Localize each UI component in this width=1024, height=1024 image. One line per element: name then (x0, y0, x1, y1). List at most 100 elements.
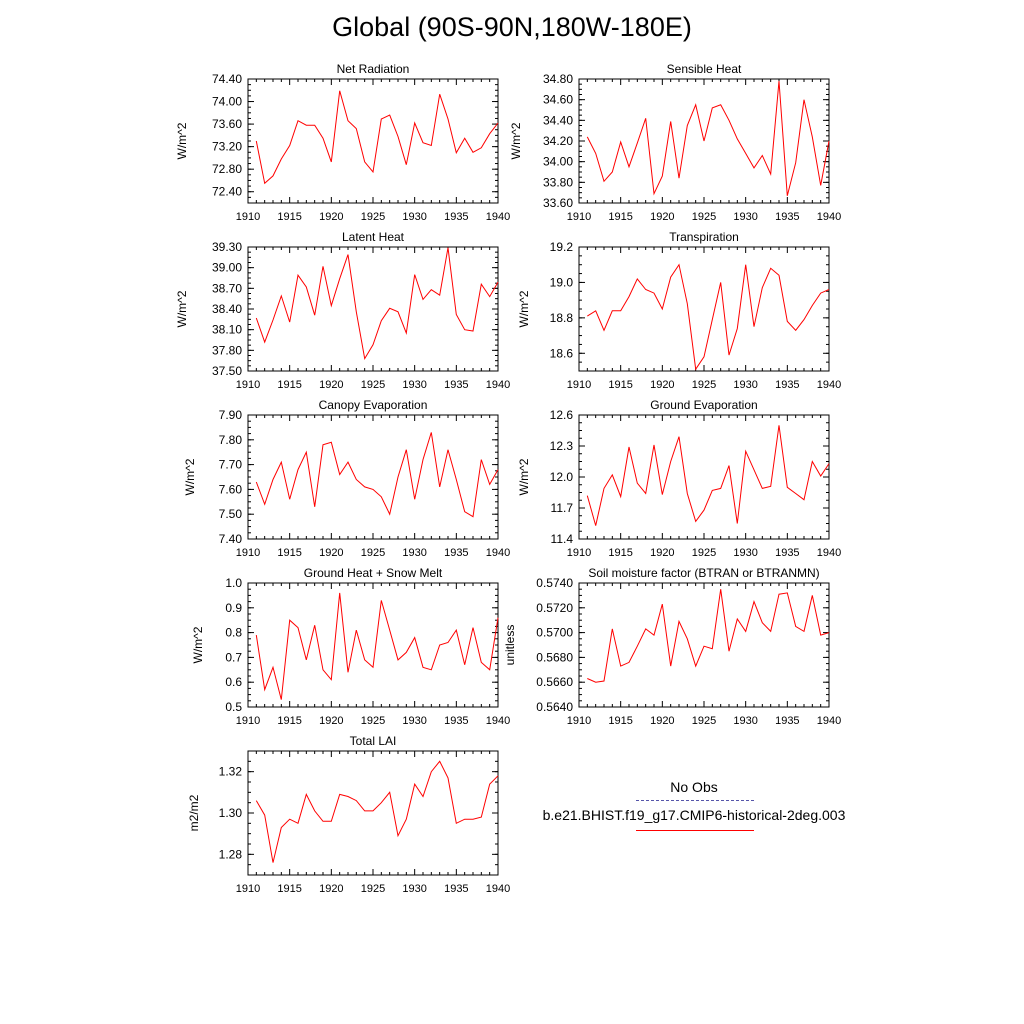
y-tick-label: 0.5660 (536, 675, 573, 689)
legend-obs-line (636, 800, 754, 801)
y-tick-label: 74.00 (212, 95, 242, 109)
plot-frame (247, 750, 499, 876)
y-tick-label: 0.5640 (536, 700, 573, 714)
x-tick-label: 1930 (733, 715, 757, 727)
plot-frame (578, 414, 830, 540)
x-tick-label: 1935 (444, 547, 468, 559)
y-axis-label: W/m^2 (191, 626, 205, 663)
plot-frame (578, 246, 830, 372)
y-tick-label: 1.0 (225, 576, 242, 590)
y-tick-label: 12.6 (550, 408, 574, 422)
x-tick-label: 1910 (236, 211, 260, 223)
y-tick-label: 18.8 (550, 311, 574, 325)
x-tick-label: 1915 (608, 211, 632, 223)
plot-frame (578, 582, 830, 708)
x-tick-label: 1915 (277, 715, 301, 727)
x-tick-label: 1920 (650, 715, 674, 727)
panel-title: Ground Evaporation (650, 398, 757, 412)
y-tick-label: 34.40 (543, 113, 573, 127)
y-tick-label: 11.4 (551, 532, 574, 546)
y-tick-label: 33.60 (543, 196, 573, 210)
x-tick-label: 1910 (236, 547, 260, 559)
y-tick-label: 37.80 (212, 343, 242, 357)
panel-title: Canopy Evaporation (319, 398, 428, 412)
y-axis-label: W/m^2 (517, 458, 531, 495)
series-line (586, 81, 830, 196)
y-tick-label: 38.70 (212, 281, 242, 295)
x-tick-label: 1925 (692, 379, 716, 391)
x-tick-label: 1930 (402, 547, 426, 559)
y-tick-label: 0.5700 (536, 626, 573, 640)
x-tick-label: 1920 (319, 379, 343, 391)
y-tick-label: 12.0 (550, 470, 574, 484)
x-tick-label: 1930 (733, 379, 757, 391)
series-line (255, 760, 499, 863)
y-tick-label: 7.50 (219, 507, 243, 521)
x-tick-label: 1930 (402, 379, 426, 391)
x-tick-label: 1925 (361, 547, 385, 559)
y-tick-label: 1.30 (219, 806, 243, 820)
page-title: Global (90S-90N,180W-180E) (332, 12, 692, 42)
y-axis-label: W/m^2 (175, 122, 189, 159)
y-tick-label: 18.6 (550, 346, 574, 360)
x-tick-label: 1935 (775, 211, 799, 223)
series-line (586, 425, 830, 526)
x-tick-label: 1925 (361, 211, 385, 223)
panel-title: Transpiration (669, 230, 739, 244)
series-line (255, 592, 499, 700)
x-tick-label: 1920 (319, 211, 343, 223)
plot-frame (247, 582, 499, 708)
x-tick-label: 1935 (444, 379, 468, 391)
series-line (255, 90, 499, 185)
y-tick-label: 1.32 (219, 765, 243, 779)
y-tick-label: 19.0 (550, 275, 574, 289)
series-line (255, 432, 499, 518)
x-tick-label: 1935 (444, 715, 468, 727)
panel-title: Latent Heat (342, 230, 405, 244)
panel-title: Ground Heat + Snow Melt (304, 566, 443, 580)
series-line (587, 589, 830, 683)
x-tick-label: 1930 (402, 715, 426, 727)
legend-model-line (636, 830, 754, 831)
legend-obs-label: No Obs (670, 779, 718, 795)
x-tick-label: 1910 (567, 379, 591, 391)
x-tick-label: 1930 (733, 211, 757, 223)
x-tick-label: 1940 (486, 379, 510, 391)
x-tick-label: 1935 (775, 379, 799, 391)
x-tick-label: 1915 (277, 379, 301, 391)
y-tick-label: 38.10 (212, 323, 242, 337)
x-tick-label: 1920 (650, 211, 674, 223)
y-tick-label: 7.60 (219, 482, 243, 496)
x-tick-label: 1915 (277, 883, 301, 895)
x-tick-label: 1925 (692, 211, 716, 223)
x-tick-label: 1915 (277, 211, 301, 223)
x-tick-label: 1925 (361, 715, 385, 727)
x-tick-label: 1935 (775, 715, 799, 727)
y-tick-label: 0.6 (225, 675, 242, 689)
x-tick-label: 1910 (236, 883, 260, 895)
y-tick-label: 39.00 (212, 261, 242, 275)
x-tick-label: 1920 (650, 379, 674, 391)
panel-title: Sensible Heat (667, 62, 742, 76)
x-tick-label: 1940 (817, 715, 841, 727)
x-tick-label: 1940 (486, 715, 510, 727)
panel-title: Net Radiation (337, 62, 410, 76)
y-tick-label: 0.9 (225, 601, 242, 615)
x-tick-label: 1935 (444, 211, 468, 223)
x-tick-label: 1925 (692, 715, 716, 727)
y-tick-label: 0.5720 (536, 601, 573, 615)
x-tick-label: 1940 (817, 211, 841, 223)
x-tick-label: 1930 (402, 211, 426, 223)
y-tick-label: 0.7 (225, 650, 242, 664)
series-line (587, 263, 830, 371)
y-axis-label: m2/m2 (187, 794, 201, 831)
y-tick-label: 7.80 (219, 433, 243, 447)
y-tick-label: 33.80 (543, 175, 573, 189)
plot-frame (247, 414, 499, 540)
x-tick-label: 1940 (817, 379, 841, 391)
y-tick-label: 7.70 (219, 458, 243, 472)
y-tick-label: 34.00 (543, 155, 573, 169)
y-tick-label: 72.40 (212, 185, 242, 199)
x-tick-label: 1925 (692, 547, 716, 559)
